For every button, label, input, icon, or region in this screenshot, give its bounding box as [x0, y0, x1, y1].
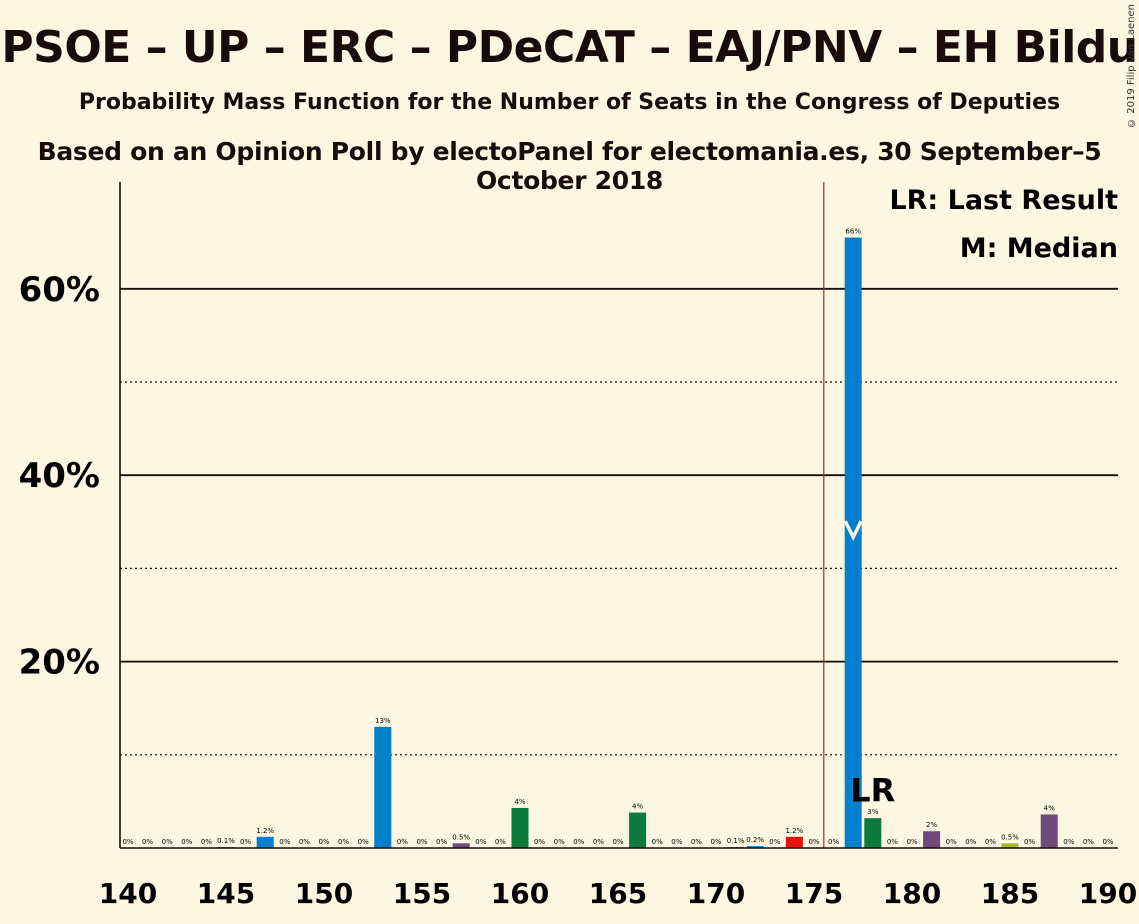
x-tick-label: 145: [197, 877, 255, 910]
x-tick-label: 190: [1079, 877, 1137, 910]
bar-value-label: 0.1%: [217, 837, 235, 845]
bar-value-label: 0%: [946, 838, 957, 846]
bar-seat-177: [844, 237, 862, 849]
bar-value-label: 0%: [475, 838, 486, 846]
bar-seat-147: [256, 836, 274, 848]
bar-value-label: 0%: [652, 838, 663, 846]
bar-value-label: 0%: [612, 838, 623, 846]
bar-value-label: 4%: [514, 798, 525, 806]
bar-seat-166: [629, 812, 647, 848]
bar-seat-174: [785, 836, 803, 848]
bar-seat-187: [1040, 814, 1058, 848]
x-tick-label: 160: [491, 877, 549, 910]
bar-value-label: 0%: [593, 838, 604, 846]
bar-seat-185: [1001, 843, 1019, 848]
bar-value-label: 0%: [181, 838, 192, 846]
bar-value-label: 0.5%: [1001, 833, 1019, 841]
bar-value-label: 0%: [436, 838, 447, 846]
bar-value-label: 0%: [142, 838, 153, 846]
axes: 20% 40% 60% 140 145 150 155 160 165 170 175 180 185 1…: [19, 182, 1137, 910]
bar-value-label: 0%: [397, 838, 408, 846]
bar-value-label: 0%: [1024, 838, 1035, 846]
bar-value-label: 3%: [867, 808, 878, 816]
bar-value-label: 0.5%: [452, 833, 470, 841]
x-tick-label: 165: [589, 877, 647, 910]
x-tick-label: 180: [883, 877, 941, 910]
bar-value-label: 4%: [1044, 804, 1055, 812]
bar-seat-181: [923, 831, 941, 848]
bar-value-label: 0%: [1102, 838, 1113, 846]
x-tick-label: 150: [295, 877, 353, 910]
y-tick-label: 20%: [19, 643, 100, 683]
bar-value-label: 0.1%: [727, 837, 745, 845]
bar-value-label: 0%: [534, 838, 545, 846]
bar-value-label: 0%: [122, 838, 133, 846]
bar-value-label: 0%: [299, 838, 310, 846]
bar-value-label: 0%: [710, 838, 721, 846]
bar-labels: 0% 0% 0% 0% 0% 0.1% 0% 1.2% 0% 0% 0% 0% 0% 13% 0% 0% 0% 0…: [122, 228, 1113, 846]
bar-value-label: 0%: [691, 838, 702, 846]
bar-value-label: 0%: [808, 838, 819, 846]
bar-value-label: 0%: [318, 838, 329, 846]
legend-last-result: LR: Last Result: [889, 185, 1118, 216]
bar-value-label: 0%: [985, 838, 996, 846]
x-tick-label: 140: [99, 877, 157, 910]
legend: LR: Last Result M: Median: [889, 185, 1118, 264]
bar-value-label: 0%: [573, 838, 584, 846]
bar-value-label: 1.2%: [786, 827, 804, 835]
bar-value-label: 0.2%: [746, 836, 764, 844]
bar-seat-160: [511, 807, 529, 848]
x-tick-label: 175: [785, 877, 843, 910]
bar-value-label: 0%: [828, 838, 839, 846]
bar-value-label: 0%: [906, 838, 917, 846]
bar-value-label: 0%: [554, 838, 565, 846]
bar-value-label: 0%: [887, 838, 898, 846]
bar-value-label: 0%: [358, 838, 369, 846]
bar-seat-153: [374, 726, 392, 848]
bar-value-label: 0%: [1063, 838, 1074, 846]
chart-subtitle: Probability Mass Function for the Number…: [78, 90, 1061, 115]
bar-value-label: 0%: [162, 838, 173, 846]
legend-median: M: Median: [960, 233, 1118, 264]
y-tick-label: 60%: [19, 270, 100, 310]
median-marker: [843, 520, 863, 542]
y-tick-label: 40%: [19, 456, 100, 496]
bar-value-label: 0%: [671, 838, 682, 846]
x-tick-label: 155: [393, 877, 451, 910]
bar-value-label: 1.2%: [256, 827, 274, 835]
bar-value-label: 0%: [416, 838, 427, 846]
x-tick-label: 185: [981, 877, 1039, 910]
bar-value-label: 0%: [965, 838, 976, 846]
last-result-label: LR: [850, 772, 895, 810]
bar-value-label: 2%: [926, 821, 937, 829]
chart-source: Based on an Opinion Poll by electoPanel …: [37, 137, 1102, 195]
bar-value-label: 13%: [375, 717, 391, 725]
bars: [217, 237, 1058, 849]
bar-value-label: 0%: [769, 838, 780, 846]
bar-seat-172: [746, 846, 764, 848]
bar-value-label: 4%: [632, 803, 643, 811]
bar-value-label: 0%: [1083, 838, 1094, 846]
bar-seat-157: [452, 843, 470, 848]
bar-value-label: 0%: [495, 838, 506, 846]
bar-value-label: 66%: [845, 228, 861, 236]
bar-value-label: 0%: [338, 838, 349, 846]
x-tick-label: 170: [687, 877, 745, 910]
bar-value-label: 0%: [279, 838, 290, 846]
chart-title: PSOE – UP – ERC – PDeCAT – EAJ/PNV – EH …: [1, 22, 1138, 73]
bar-value-label: 0%: [240, 838, 251, 846]
bar-value-label: 0%: [201, 838, 212, 846]
gridlines: [120, 182, 1118, 848]
bar-seat-178: [864, 818, 882, 848]
